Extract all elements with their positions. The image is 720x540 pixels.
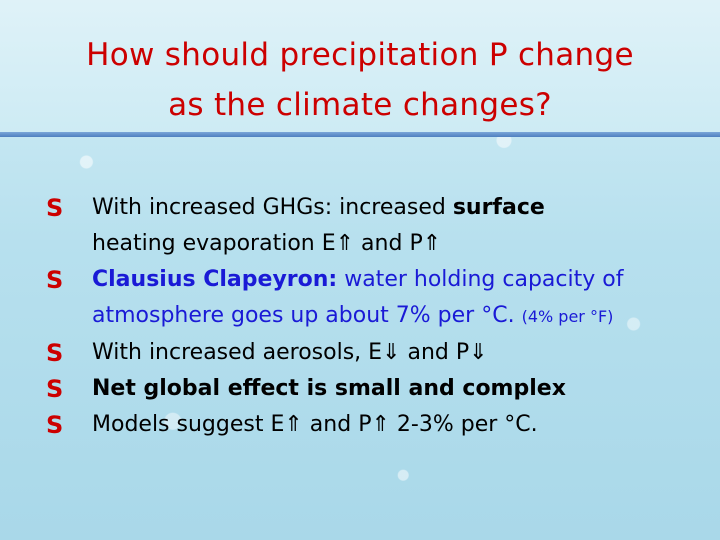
title-divider <box>0 132 720 137</box>
bullet-clausius-text: water holding capacity of <box>337 267 624 292</box>
bullet-ghg-surface: surface <box>452 195 545 220</box>
bullet-s-icon: S <box>46 411 64 439</box>
bullet-s-icon: S <box>46 194 64 222</box>
bullet-list: S With increased GHGs: increased surface… <box>46 190 706 443</box>
title-band <box>0 0 720 134</box>
bullet-s-icon: S <box>46 375 64 403</box>
bullet-net-effect: S Net global effect is small and complex <box>46 371 706 407</box>
slide-title: How should precipitation P change as the… <box>20 30 700 130</box>
bullet-s-icon: S <box>46 266 64 294</box>
bullet-clausius-line2: atmosphere goes up about 7% per °C. <box>92 303 515 328</box>
bullet-ghg-line2: heating evaporation E <box>92 231 336 256</box>
bullet-aerosols: S With increased aerosols, E⇓ and P⇓ <box>46 335 706 371</box>
down-arrow-icon: ⇓ <box>469 340 488 365</box>
bullet-models-text: Models suggest E <box>92 412 285 437</box>
up-arrow-icon: ⇑ <box>371 412 390 437</box>
bullet-ghg-and-p: and P <box>354 231 423 256</box>
down-arrow-icon: ⇓ <box>382 340 401 365</box>
bullet-models-rate: 2-3% per °C. <box>389 412 538 437</box>
title-line-1: How should precipitation P change <box>86 37 634 73</box>
title-line-2: as the climate changes? <box>168 87 552 123</box>
bullet-s-icon: S <box>46 339 64 367</box>
bullet-models: S Models suggest E⇑ and P⇑ 2-3% per °C. <box>46 407 706 443</box>
bullet-clausius: S Clausius Clapeyron: water holding capa… <box>46 262 706 335</box>
up-arrow-icon: ⇑ <box>284 412 303 437</box>
bullet-clausius-label: Clausius Clapeyron: <box>92 267 338 292</box>
bullet-ghg-text: With increased GHGs: increased <box>92 195 453 220</box>
up-arrow-icon: ⇑ <box>422 231 442 256</box>
bullet-aerosols-and-p: and P <box>400 340 470 365</box>
bullet-ghg: S With increased GHGs: increased surface… <box>46 190 706 262</box>
bullet-clausius-note: (4% per °F) <box>521 307 614 326</box>
bullet-net-effect-text: Net global effect is small and complex <box>92 376 566 401</box>
bullet-aerosols-text: With increased aerosols, E <box>92 340 383 365</box>
up-arrow-icon: ⇑ <box>335 231 355 256</box>
bullet-models-and-p: and P <box>302 412 372 437</box>
